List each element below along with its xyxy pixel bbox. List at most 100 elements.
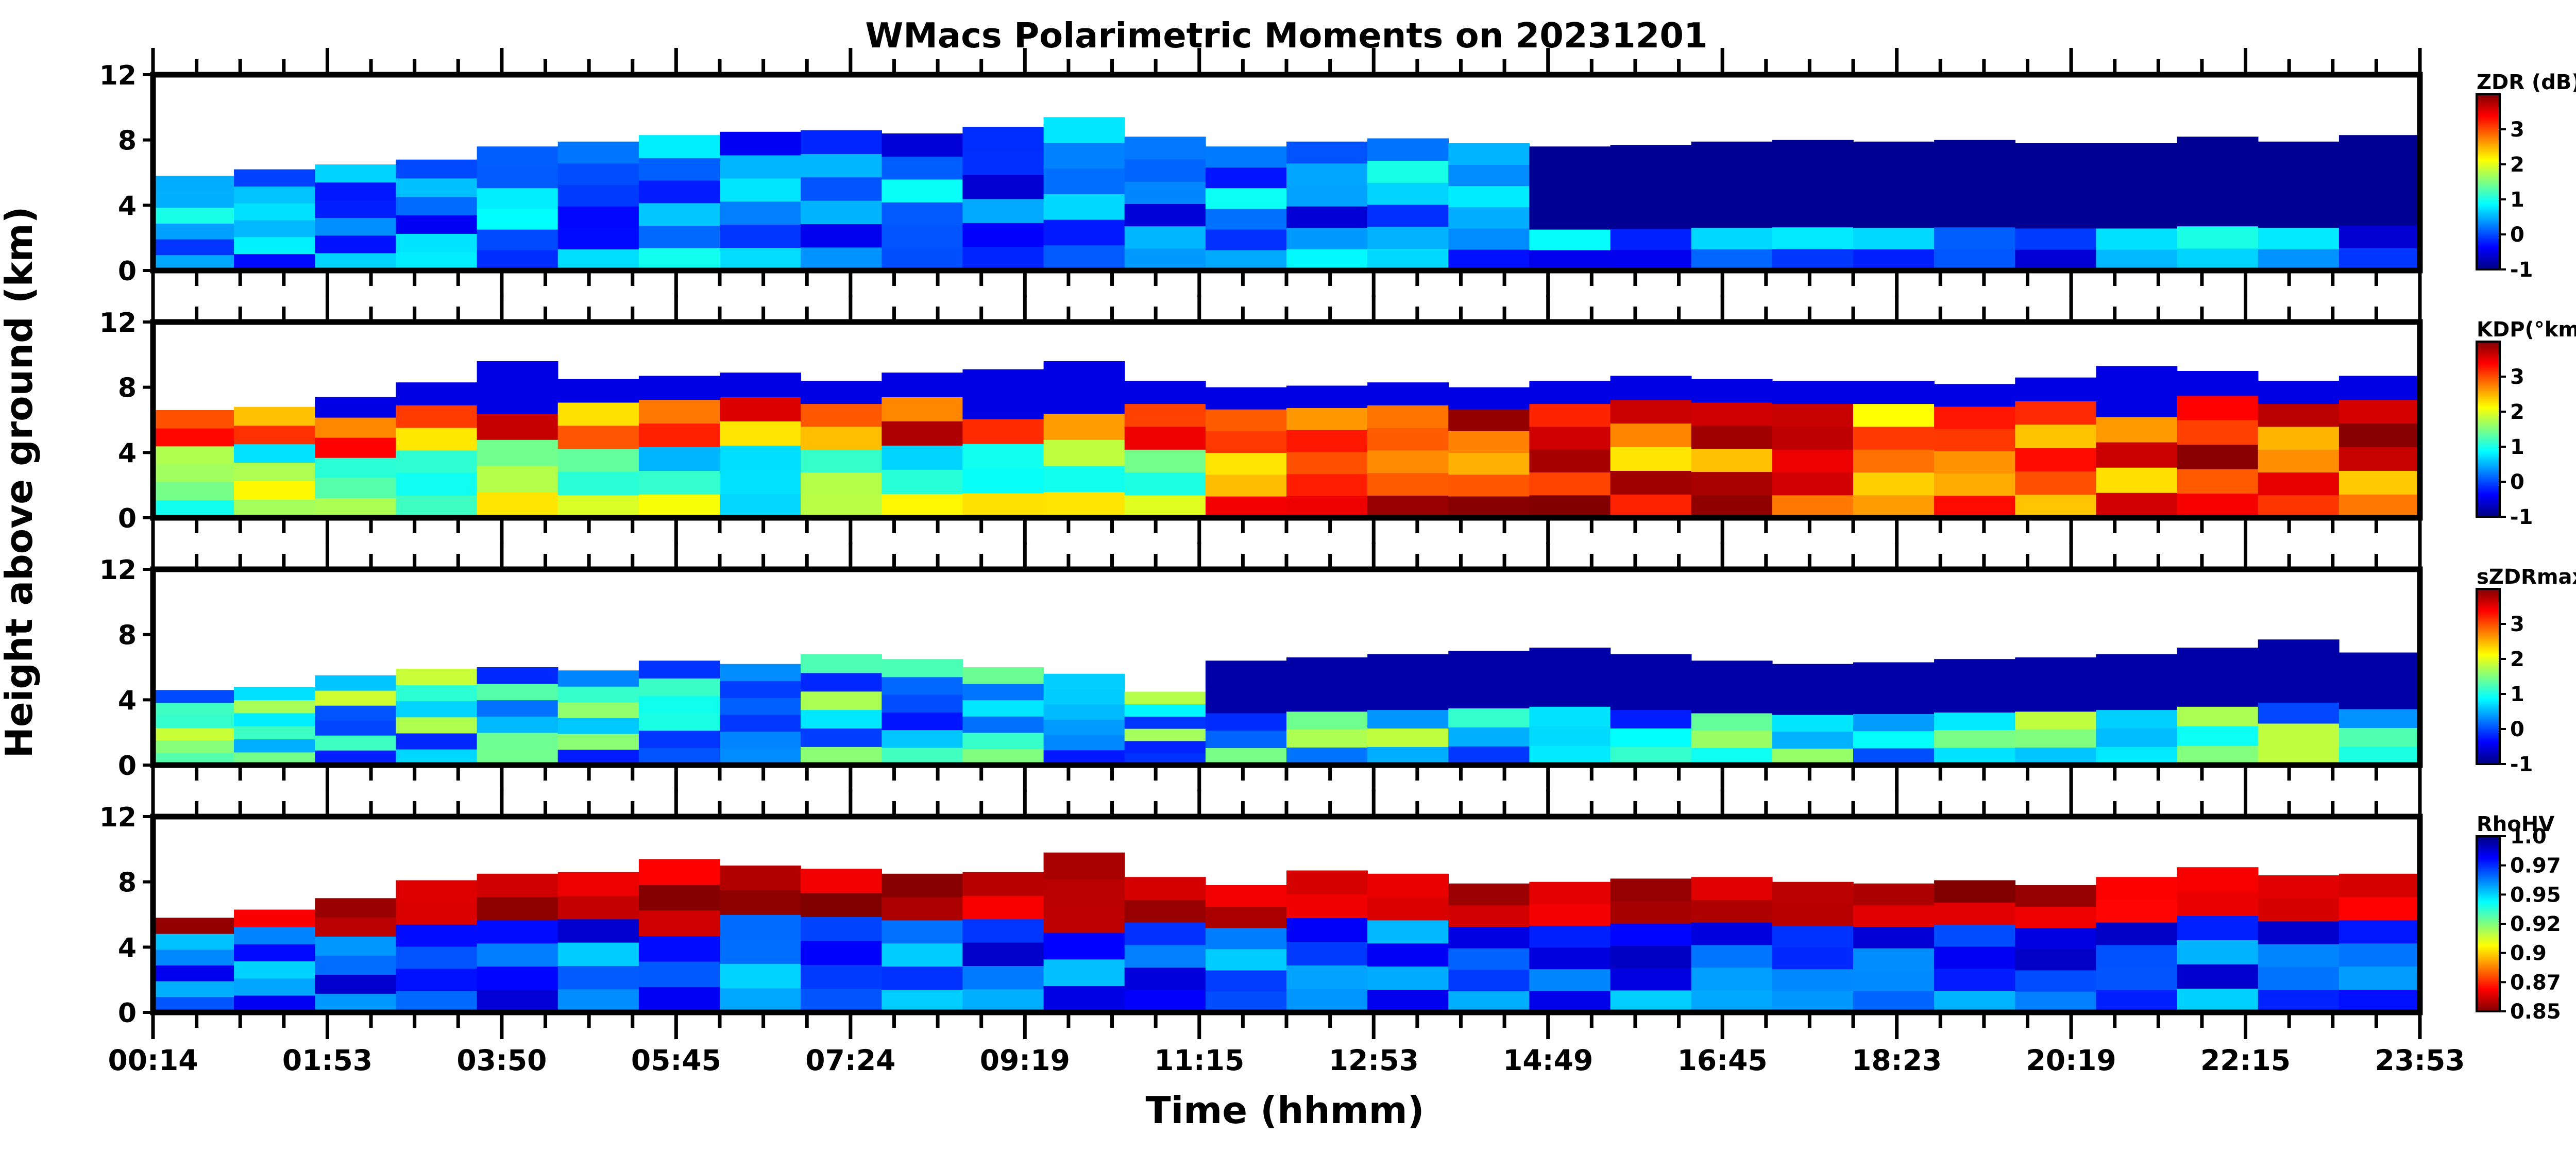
data-cell xyxy=(1853,991,1935,1013)
data-cell xyxy=(1610,709,1692,729)
data-cell xyxy=(720,469,801,494)
colorbar-tick-label: -1 xyxy=(2510,505,2533,529)
data-cell xyxy=(1286,989,1368,1013)
data-cell xyxy=(1448,947,1530,970)
data-cell xyxy=(2015,249,2097,271)
colorbar-tick-label: 0.92 xyxy=(2510,912,2561,936)
colorbar-tick-label: 3 xyxy=(2510,365,2524,389)
data-cell xyxy=(2015,207,2097,229)
data-cell xyxy=(315,690,397,706)
data-cell xyxy=(1448,228,1530,250)
colorbar-gradient xyxy=(2476,93,2501,270)
data-cell xyxy=(1772,472,1854,496)
data-cell xyxy=(1529,726,1611,746)
data-cell xyxy=(557,379,639,403)
data-cell xyxy=(2096,654,2178,673)
colorbar-tick-label: 1.0 xyxy=(2510,825,2547,849)
colorbar-tick-label: -1 xyxy=(2510,753,2533,776)
data-cell xyxy=(1367,896,1449,921)
data-cell xyxy=(153,715,234,728)
data-cell xyxy=(315,182,397,200)
data-cell xyxy=(1772,731,1854,749)
data-cell xyxy=(1853,381,1935,404)
data-cell xyxy=(1205,927,1287,950)
data-cell xyxy=(801,177,882,201)
data-cell xyxy=(1610,901,1692,924)
data-cell xyxy=(720,494,801,518)
data-cell xyxy=(1529,146,1611,168)
data-field xyxy=(153,852,2420,1013)
data-cell xyxy=(2258,875,2340,899)
data-cell xyxy=(1286,711,1368,730)
data-cell xyxy=(638,660,720,679)
data-cell xyxy=(1367,226,1449,249)
colorbar-tick-label: 0.87 xyxy=(2510,971,2561,994)
x-tick-label: 11:15 xyxy=(1154,1044,1244,1077)
data-cell xyxy=(1772,381,1854,404)
data-cell xyxy=(153,410,234,429)
data-cell xyxy=(234,978,315,996)
data-cell xyxy=(2338,727,2420,747)
data-cell xyxy=(153,740,234,753)
data-cell xyxy=(801,247,882,271)
data-cell xyxy=(1691,141,1773,164)
data-cell xyxy=(720,939,801,964)
data-cell xyxy=(801,728,882,747)
data-cell xyxy=(1124,967,1206,990)
data-cell xyxy=(1043,168,1125,194)
data-cell xyxy=(2258,660,2340,682)
data-cell xyxy=(1448,689,1530,708)
y-tick-label: 12 xyxy=(99,802,137,833)
data-cell xyxy=(153,239,234,256)
colorbar-gradient xyxy=(2476,341,2501,518)
data-cell xyxy=(638,987,720,1013)
data-field xyxy=(153,361,2420,518)
data-cell xyxy=(396,946,478,969)
data-cell xyxy=(1286,894,1368,919)
data-cell xyxy=(396,685,478,702)
data-cell xyxy=(1610,376,1692,400)
data-cell xyxy=(1448,387,1530,410)
data-cell xyxy=(1043,465,1125,493)
x-tick-label: 16:45 xyxy=(1677,1044,1768,1077)
data-cell xyxy=(1691,877,1773,900)
data-cell xyxy=(2258,495,2340,518)
data-cell xyxy=(1610,968,1692,991)
data-cell xyxy=(2338,135,2420,158)
data-cell xyxy=(477,439,558,466)
data-cell xyxy=(234,444,315,463)
panel-zdr: 0 4 8 12 ZDR (dB) 3 2 1 0 -1 xyxy=(99,48,2576,297)
data-cell xyxy=(477,896,558,921)
data-cell xyxy=(2015,377,2097,401)
data-cell xyxy=(1853,227,1935,250)
y-tick-label: 4 xyxy=(118,191,137,222)
data-cell xyxy=(1934,473,2015,496)
data-cell xyxy=(1772,205,1854,228)
data-cell xyxy=(801,449,882,473)
data-cell xyxy=(1529,903,1611,926)
data-cell xyxy=(1529,403,1611,427)
data-cell xyxy=(1448,409,1530,431)
data-cell xyxy=(315,705,397,721)
data-cell xyxy=(801,892,882,917)
data-cell xyxy=(1529,925,1611,948)
y-tick-label: 0 xyxy=(118,998,137,1029)
x-tick-label: 20:19 xyxy=(2026,1044,2116,1077)
data-cell xyxy=(1448,727,1530,747)
data-cell xyxy=(882,494,963,518)
data-cell xyxy=(720,421,801,446)
data-cell xyxy=(882,247,963,271)
data-cell xyxy=(1124,449,1206,473)
data-cell xyxy=(2015,885,2097,907)
data-cell xyxy=(234,406,315,426)
data-cell xyxy=(1205,188,1287,209)
data-cell xyxy=(1610,399,1692,424)
data-cell xyxy=(396,924,478,947)
data-cell xyxy=(2015,424,2097,448)
data-cell xyxy=(1772,714,1854,732)
data-cell xyxy=(720,155,801,179)
data-cell xyxy=(2096,922,2178,945)
data-cell xyxy=(2338,447,2420,471)
data-cell xyxy=(1610,878,1692,902)
data-cell xyxy=(1610,494,1692,518)
